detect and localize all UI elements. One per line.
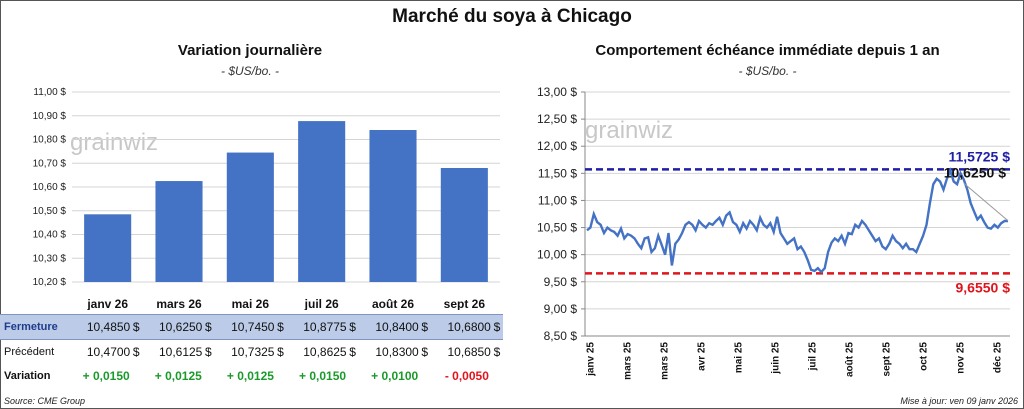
price-cell: 10,6850: [447, 345, 491, 359]
line-x-label: nov 25: [956, 342, 967, 374]
price-cell: 10,6800: [430, 314, 491, 340]
variation-cell: + 0,0125: [154, 369, 202, 383]
bar-y-tick-label: 10,20 $: [33, 277, 67, 288]
bar-août-26: [369, 130, 417, 282]
table-row-précédent: Précédent 10,4700 $10,6125 $10,7325 $10,8625…: [0, 340, 503, 365]
line-x-label: mars 25: [660, 342, 671, 380]
bar-y-tick-label: 10,80 $: [33, 135, 67, 146]
line-y-tick-label: 11,50 $: [538, 166, 577, 180]
front-month-unit: - $US/bo. -: [738, 64, 797, 78]
line-y-tick-label: 9,50 $: [544, 275, 578, 289]
price-cell: 10,6125: [158, 345, 203, 359]
price-cell: 10,8300: [375, 345, 419, 359]
variation-cell: - 0,0050: [444, 369, 489, 383]
price-cell: 10,8775: [286, 314, 347, 340]
line-y-tick-label: 9,00 $: [544, 302, 578, 316]
grainwiz-watermark: grainwiz: [70, 129, 158, 156]
source-note: Source: CME Group: [4, 396, 86, 406]
line-y-tick-label: 12,50 $: [537, 112, 577, 126]
bar-mai-26: [226, 152, 274, 282]
line-x-label: mars 25: [623, 342, 634, 380]
bar-x-label: mars 26: [156, 297, 202, 310]
price-table: Fermeture 10,4850 $10,6250 $10,7450 $10,8775…: [0, 314, 503, 388]
daily-variation-chart: grainwiz 10,20 $ 10,30 $ 10,40 $ 10,50 $ 10,…: [33, 87, 500, 310]
last-value-label: 10,6250 $: [944, 164, 1006, 180]
currency-symbol: $: [349, 345, 356, 359]
variation-cell: + 0,0125: [226, 369, 274, 383]
bar-x-label: sept 26: [444, 297, 486, 310]
currency-symbol: $: [493, 345, 501, 359]
currency-symbol: $: [421, 345, 429, 359]
table-row-variation: Variation + 0,0150 + 0,0125 + 0,0125 + 0,015…: [0, 364, 503, 388]
bar-juil-26: [298, 121, 346, 282]
variation-cell: + 0,0150: [82, 369, 130, 383]
bar-y-tick-label: 10,60 $: [33, 182, 67, 193]
line-x-label: juin 25: [771, 342, 782, 375]
price-cell: 10,4700: [86, 345, 131, 359]
last-price-leader: [963, 183, 1009, 222]
line-x-label: janv 25: [586, 342, 597, 377]
bar-y-tick-label: 10,40 $: [33, 230, 67, 241]
line-y-tick-label: 10,50 $: [537, 221, 577, 235]
high-value-label: 11,5725 $: [948, 148, 1010, 164]
bar-x-label: août 26: [372, 297, 414, 310]
row-label: Précédent: [4, 346, 55, 358]
currency-symbol: $: [132, 345, 140, 359]
currency-symbol: $: [274, 314, 287, 340]
bar-y-tick-label: 10,70 $: [33, 158, 67, 169]
line-x-label: sept 25: [882, 342, 893, 377]
main-title: Marché du soya à Chicago: [392, 6, 632, 27]
price-cell: 10,8625: [303, 345, 347, 359]
bar-y-tick-label: 11,00 $: [33, 87, 66, 98]
row-label: Variation: [4, 370, 51, 382]
price-cell: 10,8400: [358, 314, 419, 340]
variation-cell: + 0,0100: [371, 369, 419, 383]
currency-symbol: $: [202, 314, 215, 340]
daily-variation-unit: - $US/bo. -: [220, 64, 280, 78]
currency-symbol: $: [418, 314, 431, 340]
bar-x-label: juil 26: [304, 297, 339, 310]
line-x-label: avr 25: [697, 342, 708, 371]
bar-y-tick-label: 10,30 $: [33, 253, 67, 264]
bar-y-tick-label: 10,90 $: [33, 111, 67, 122]
daily-variation-title: Variation journalière: [177, 42, 323, 59]
currency-symbol: $: [277, 345, 284, 359]
currency-symbol: $: [130, 314, 143, 340]
line-x-label: juil 25: [808, 342, 819, 372]
variation-cell: + 0,0150: [299, 369, 347, 383]
currency-symbol: $: [346, 314, 359, 340]
bar-mars-26: [155, 181, 203, 282]
line-y-tick-label: 8,50 $: [544, 329, 578, 343]
price-cell: 10,7450: [214, 314, 275, 340]
price-series-line: [586, 167, 1008, 274]
front-month-chart: grainwiz 11,5725 $10,6250 $ 9,6550 $ 8,50…: [537, 85, 1011, 380]
line-x-label: déc 25: [993, 342, 1004, 374]
table-row-fermeture: Fermeture 10,4850 $10,6250 $10,7450 $10,8775…: [0, 314, 503, 340]
line-x-label: mai 25: [734, 342, 745, 374]
line-x-label: oct 25: [919, 342, 930, 371]
bar-x-label: mai 26: [232, 297, 270, 310]
price-cell: 10,6250: [142, 314, 203, 340]
low-value-label: 9,6550 $: [956, 279, 1011, 295]
front-month-title: Comportement échéance immédiate depuis 1…: [595, 42, 940, 59]
line-y-tick-label: 13,00 $: [537, 85, 577, 99]
line-y-tick-label: 12,00 $: [537, 139, 577, 153]
update-note: Mise à jour: ven 09 janv 2026: [900, 396, 1018, 406]
grainwiz-watermark: grainwiz: [585, 117, 673, 144]
currency-symbol: $: [490, 314, 503, 340]
line-y-tick-label: 10,00 $: [537, 248, 577, 262]
bar-y-tick-label: 10,50 $: [33, 206, 67, 217]
bar-janv-26: [84, 214, 132, 282]
line-y-tick-label: 11,00 $: [538, 193, 577, 207]
price-cell: 10,7325: [231, 345, 275, 359]
line-x-label: août 25: [845, 342, 856, 377]
currency-symbol: $: [205, 345, 212, 359]
bar-x-label: janv 26: [86, 297, 128, 310]
price-cell: 10,4850: [70, 314, 131, 340]
bar-sept-26: [440, 168, 488, 282]
row-label: Fermeture: [0, 314, 71, 340]
